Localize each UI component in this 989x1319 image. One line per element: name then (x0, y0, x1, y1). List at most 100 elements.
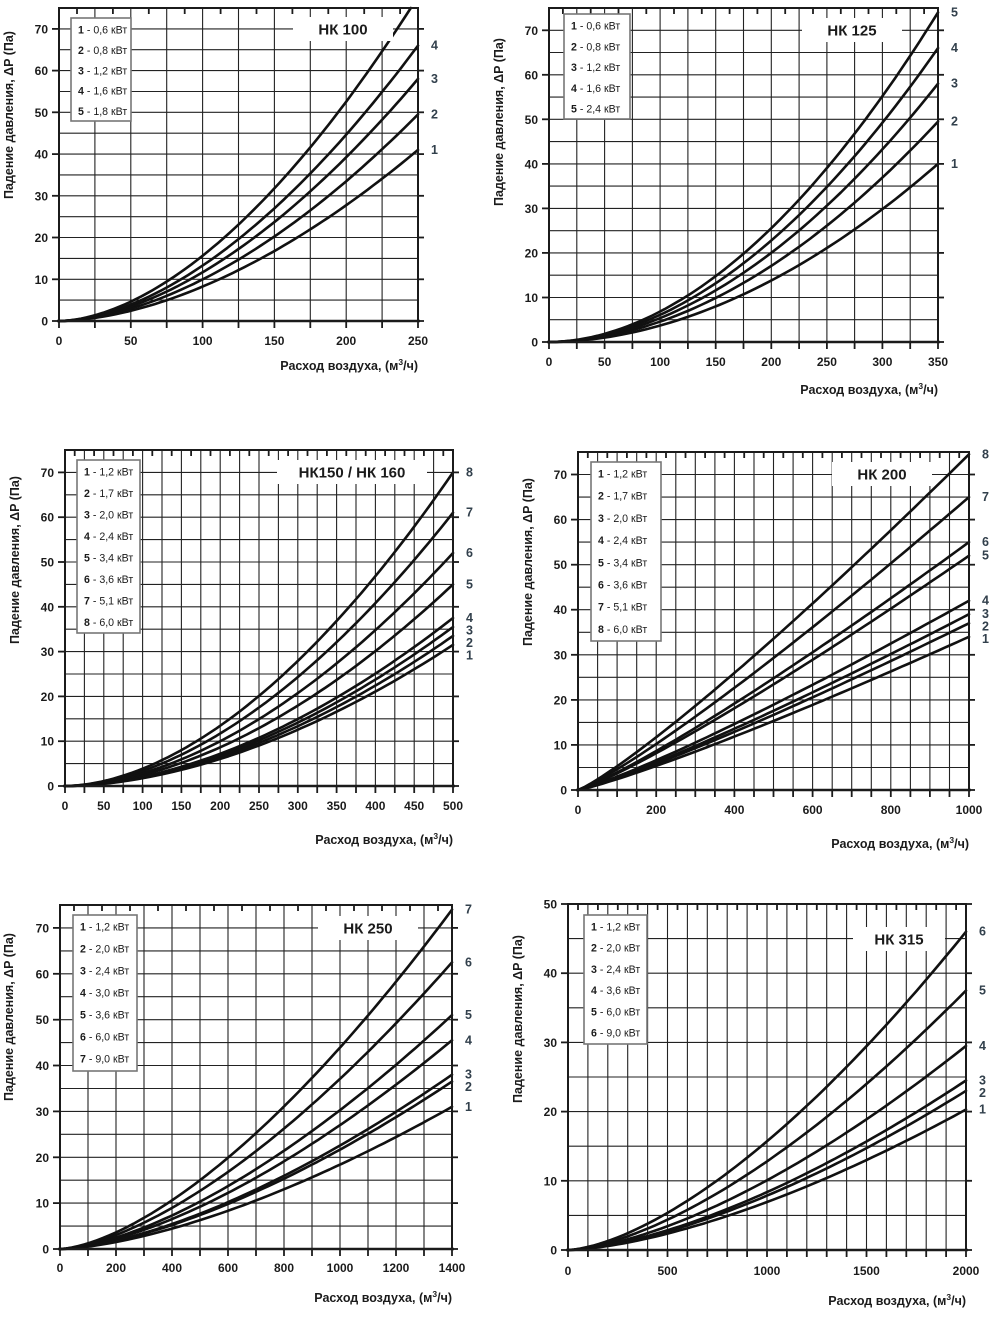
curve-5 (566, 989, 968, 1252)
curve-label-1: 1 (466, 649, 473, 663)
y-tick-label: 10 (544, 1174, 558, 1188)
chart-hk-315: 6 5 4 32 1 НК 315 1 - 1,2 кВт 2 - 2,0 кВт 3 - 2,… (511, 898, 986, 1309)
x-tick-label: 100 (133, 799, 153, 813)
legend-item-3: 3 - 1,2 кВт (78, 65, 127, 77)
x-tick-label: 50 (598, 355, 612, 369)
legend-item-4: 4 - 1,6 кВт (78, 86, 127, 98)
legend-item-4: 4 - 2,4 кВт (598, 535, 647, 547)
y-axis-labels: 0 10 20 30 40 50 60 70 (554, 468, 568, 798)
legend-item-6: 6 - 6,0 кВт (80, 1032, 129, 1044)
y-tick-label: 30 (554, 648, 568, 662)
y-axis-title: Падение давления, ΔP (Па) (492, 38, 506, 206)
chart-title: НК 315 (853, 927, 945, 951)
curve-6 (63, 551, 455, 788)
curve-1 (576, 635, 971, 792)
chart-hk-100: 4 3 2 1 НК 100 1 - 0,6 кВт 2 - 0,8 кВт 3 - 1,2 … (2, 6, 438, 373)
x-tick-label: 1000 (956, 803, 983, 817)
x-tick-label: 200 (336, 334, 356, 348)
curve-6 (566, 930, 968, 1252)
curve-label-8: 8 (982, 447, 989, 461)
legend-item-4: 4 - 1,6 кВт (571, 83, 620, 95)
y-axis-title: Падение давления, ΔP (Па) (511, 935, 525, 1103)
y-tick-label: 20 (41, 690, 55, 704)
curve-label-2: 2 (982, 620, 989, 634)
legend-frame (590, 461, 662, 642)
y-tick-label: 30 (36, 1105, 50, 1119)
curves (57, 6, 420, 323)
legend-frame (583, 914, 648, 1045)
y-tick-label: 60 (36, 967, 50, 981)
curve-label-2: 2 (466, 636, 473, 650)
x-tick-label: 800 (274, 1261, 294, 1275)
curve-label-2: 2 (431, 107, 438, 121)
legend-item-2: 2 - 2,0 кВт (591, 943, 640, 955)
curve-label-1: 1 (951, 157, 958, 171)
legend-item-5: 5 - 1,8 кВт (78, 106, 127, 118)
y-tick-label: 30 (525, 202, 539, 216)
curve-5 (547, 11, 940, 344)
y-tick-label: 40 (525, 157, 539, 171)
legend-item-5: 5 - 6,0 кВт (591, 1006, 640, 1018)
x-tick-label: 350 (928, 355, 948, 369)
x-tick-label: 200 (646, 803, 666, 817)
x-tick-label: 50 (97, 799, 111, 813)
legend-item-3: 3 - 2,4 кВт (591, 964, 640, 976)
curves (63, 471, 455, 788)
legend-box: 1 - 1,2 кВт 2 - 1,7 кВт 3 - 2,0 кВт 4 - 2,4… (590, 461, 662, 642)
y-tick-label: 0 (47, 780, 54, 794)
x-tick-label: 500 (657, 1264, 677, 1278)
x-axis-labels: 0 200 400 600 800 1000 (575, 803, 983, 817)
x-axis-labels: 0 50 100 150 200 250 300 350 (546, 355, 949, 369)
y-tick-label: 20 (525, 246, 539, 260)
y-tick-label: 50 (525, 113, 539, 127)
y-tick-label: 50 (36, 1013, 50, 1027)
y-axis-title: Падение давления, ΔP (Па) (2, 933, 16, 1101)
chart-hk-125: 5 4 3 2 1 НК 125 1 - 0,6 кВт 2 - 0,8 кВт 3 - 1,2… (492, 6, 958, 398)
legend-item-2: 2 - 2,0 кВт (80, 944, 129, 956)
x-tick-label: 450 (404, 799, 424, 813)
legend-item-1: 1 - 1,2 кВт (84, 467, 133, 479)
legend-item-6: 6 - 3,6 кВт (598, 580, 647, 592)
chart-title-text: НК 250 (343, 921, 392, 938)
curve-label-3: 3 (431, 72, 438, 86)
curve-end-labels: 6 5 4 32 1 (979, 925, 986, 1117)
curve-label-3: 3 (465, 1068, 472, 1082)
y-tick-label: 50 (554, 558, 568, 572)
y-tick-label: 40 (35, 148, 49, 162)
curve-6 (576, 540, 971, 792)
curves (58, 908, 454, 1251)
y-tick-label: 50 (544, 898, 558, 912)
legend-item-3: 3 - 1,2 кВт (571, 62, 620, 74)
legend-frame (563, 13, 631, 120)
y-tick-label: 50 (35, 106, 49, 120)
curve-label-6: 6 (466, 546, 473, 560)
legend-item-8: 8 - 6,0 кВт (598, 624, 647, 636)
y-tick-label: 10 (554, 738, 568, 752)
x-tick-label: 600 (803, 803, 823, 817)
y-tick-label: 40 (36, 1059, 50, 1073)
x-tick-label: 350 (327, 799, 347, 813)
curve-label-5: 5 (951, 6, 958, 20)
legend-item-3: 3 - 2,0 кВт (598, 513, 647, 525)
legend-item-2: 2 - 0,8 кВт (78, 45, 127, 57)
curve-label-4: 4 (431, 39, 438, 53)
legend-item-5: 5 - 2,4 кВт (571, 104, 620, 116)
x-axis-labels: 0 500 1000 1500 2000 (565, 1264, 980, 1278)
curve-label-3: 3 (979, 1074, 986, 1088)
curves (566, 930, 968, 1252)
chart-title-box (832, 462, 932, 486)
y-tick-label: 0 (42, 1243, 49, 1257)
curve-label-4: 4 (982, 594, 989, 608)
y-tick-label: 40 (544, 967, 558, 981)
legend-item-6: 6 - 3,6 кВт (84, 574, 133, 586)
x-tick-label: 1500 (853, 1264, 880, 1278)
x-axis-title: Расход воздуха, (м3/ч) (800, 381, 938, 397)
x-tick-label: 0 (546, 355, 553, 369)
y-tick-label: 60 (41, 511, 55, 525)
legend-item-1: 1 - 0,6 кВт (571, 21, 620, 33)
x-tick-label: 0 (575, 803, 582, 817)
curve-7 (63, 511, 455, 788)
